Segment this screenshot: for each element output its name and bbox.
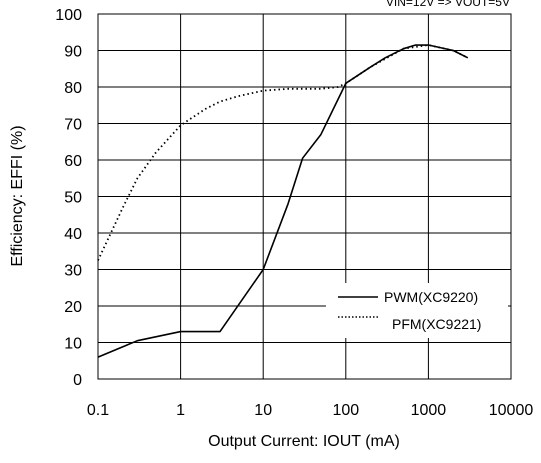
y-tick-label: 100 (55, 7, 82, 24)
x-tick-label: 1000 (411, 402, 447, 419)
legend-box (326, 283, 508, 338)
x-axis-title: Output Current: IOUT (mA) (208, 433, 400, 450)
legend-label-pwm: PWM(XC9220) (384, 289, 478, 305)
y-tick-label: 10 (64, 336, 82, 353)
series-line-pwm (97, 44, 469, 358)
series (97, 44, 469, 358)
y-tick-label: 90 (64, 44, 82, 61)
y-tick-label: 40 (64, 226, 82, 243)
x-tick-label: 0.1 (87, 402, 109, 419)
y-tick-label: 70 (64, 117, 82, 134)
x-tick-label: 10 (254, 402, 272, 419)
y-axis-title: Efficiency: EFFI (%) (9, 125, 26, 266)
y-tick-label: 60 (64, 153, 82, 170)
y-tick-label: 50 (64, 190, 82, 207)
y-tick-label: 30 (64, 263, 82, 280)
y-tick-label: 20 (64, 299, 82, 316)
series-line-pfm (97, 44, 469, 261)
x-tick-label: 10000 (489, 402, 534, 419)
legend: PWM(XC9220) PFM(XC9221) (326, 283, 508, 338)
x-tick-label: 1 (176, 402, 185, 419)
y-tick-label: 80 (64, 80, 82, 97)
tick-labels: 0.1 1 10 100 1000 10000 0 10 20 30 40 50 60 70 80 90 100 (55, 7, 533, 419)
legend-label-pfm: PFM(XC9221) (392, 316, 481, 332)
condition-note: VIN=12V => VOUT=5V (386, 0, 510, 9)
y-tick-label: 0 (73, 372, 82, 389)
plot-frame (97, 13, 512, 380)
x-tick-label: 100 (332, 402, 359, 419)
